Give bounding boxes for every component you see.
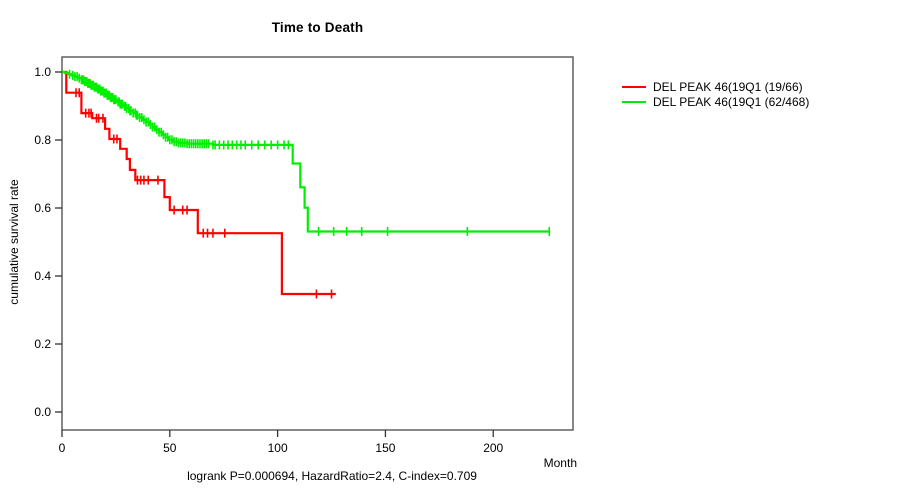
y-tick-label: 0.6 <box>34 201 51 215</box>
y-tick-label: 0.0 <box>34 405 51 419</box>
x-tick-label: 0 <box>59 441 66 455</box>
plot-frame <box>61 56 574 431</box>
chart-title: Time to Death <box>271 20 364 35</box>
y-tick-label: 0.2 <box>34 337 51 351</box>
x-tick-label: 50 <box>163 441 177 455</box>
statistics-text: logrank P=0.000694, HazardRatio=2.4, C-i… <box>187 469 477 483</box>
legend-line-swatch <box>622 101 646 103</box>
x-tick-label: 200 <box>483 441 503 455</box>
y-tick-label: 0.4 <box>34 269 51 283</box>
legend: DEL PEAK 46(19Q1 (19/66) DEL PEAK 46(19Q1… <box>622 80 810 109</box>
y-tick-label: 0.8 <box>34 133 51 147</box>
legend-row-2: DEL PEAK 46(19Q1 (62/468) <box>622 95 810 109</box>
legend-line-swatch <box>622 86 646 88</box>
legend-label: DEL PEAK 46(19Q1 (19/66) <box>653 80 803 94</box>
survival-curve-1 <box>62 70 336 296</box>
x-tick-label: 150 <box>375 441 395 455</box>
x-tick-label: 100 <box>268 441 288 455</box>
survival-curve-2 <box>62 70 550 233</box>
y-tick-label: 1.0 <box>34 65 51 79</box>
legend-row-1: DEL PEAK 46(19Q1 (19/66) <box>622 80 809 94</box>
legend-label: DEL PEAK 46(19Q1 (62/468) <box>653 95 810 109</box>
x-axis-label: Month <box>543 456 577 470</box>
